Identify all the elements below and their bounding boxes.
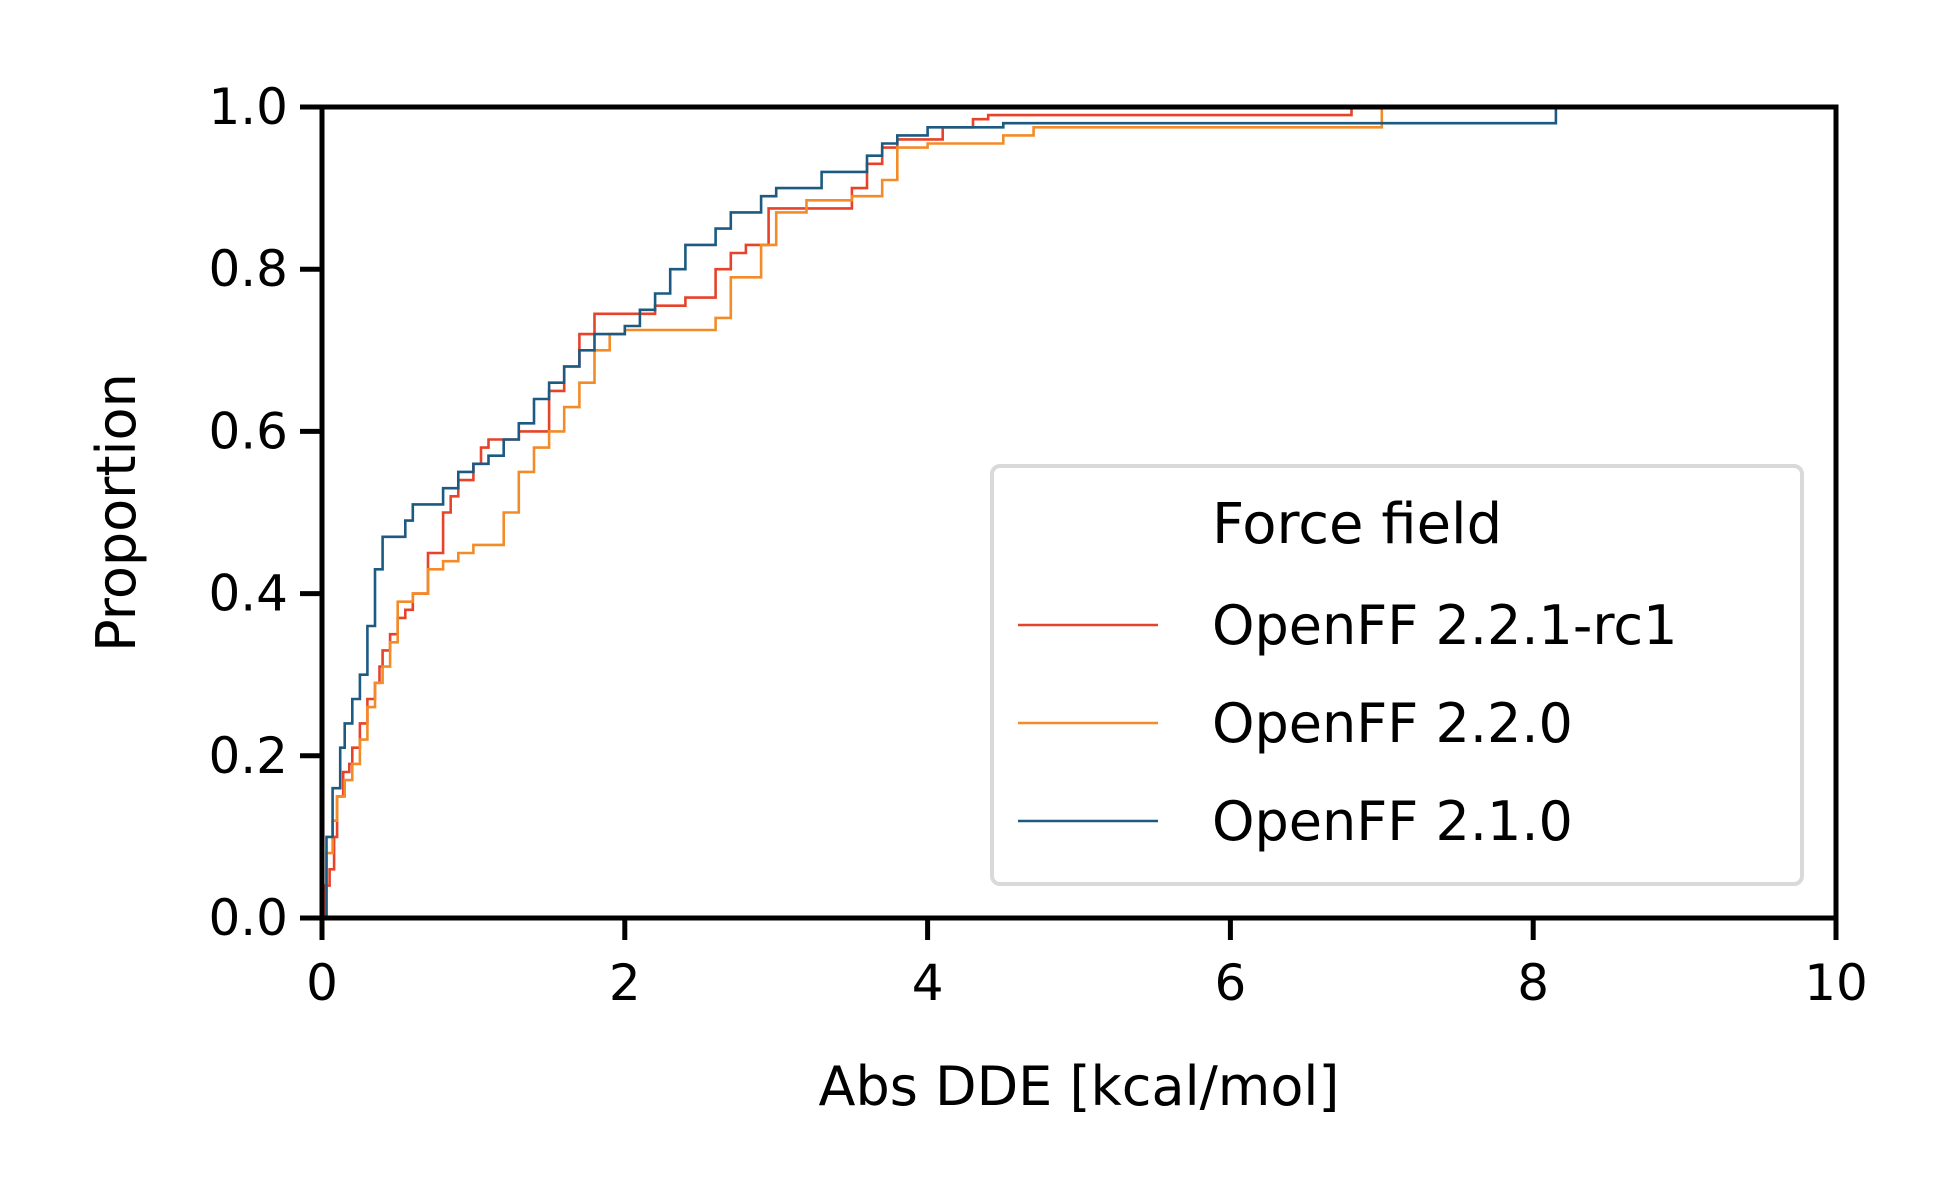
legend-label: OpenFF 2.1.0 xyxy=(1212,790,1573,853)
y-tick-label: 0.8 xyxy=(208,240,288,298)
x-axis-title: Abs DDE [kcal/mol] xyxy=(819,1055,1340,1118)
y-tick-label: 0.4 xyxy=(208,565,288,623)
x-tick-label: 10 xyxy=(1804,954,1868,1012)
series-line-3 xyxy=(322,107,1558,920)
series-line-2 xyxy=(322,107,1384,920)
legend-items: OpenFF 2.2.1-rc1 OpenFF 2.2.0 OpenFF 2.1.0 xyxy=(1018,594,1677,853)
y-tick-label: 0.6 xyxy=(208,402,288,460)
legend-label: OpenFF 2.2.1-rc1 xyxy=(1212,594,1677,657)
y-axis-title: Proportion xyxy=(85,373,148,652)
x-tick-label: 4 xyxy=(912,954,944,1012)
y-tick-label: 0.2 xyxy=(208,727,288,785)
y-tick-label: 1.0 xyxy=(208,78,288,136)
x-tick-label: 8 xyxy=(1517,954,1549,1012)
series-layer xyxy=(322,107,1558,920)
legend: Force field OpenFF 2.2.1-rc1 OpenFF 2.2.0… xyxy=(990,464,1804,886)
plot-frame xyxy=(319,104,1839,921)
legend-box xyxy=(990,464,1804,886)
x-tick-label: 0 xyxy=(306,954,338,1012)
x-tick-label: 2 xyxy=(609,954,641,1012)
tick-layer: 0 2 4 6 8 10 0.0 0.2 0.4 0.6 0.8 1.0 xyxy=(208,78,1867,1012)
legend-title: Force field xyxy=(1212,492,1502,557)
y-tick-label: 0.0 xyxy=(208,889,288,947)
legend-label: OpenFF 2.2.0 xyxy=(1212,692,1573,755)
x-tick-label: 6 xyxy=(1214,954,1246,1012)
